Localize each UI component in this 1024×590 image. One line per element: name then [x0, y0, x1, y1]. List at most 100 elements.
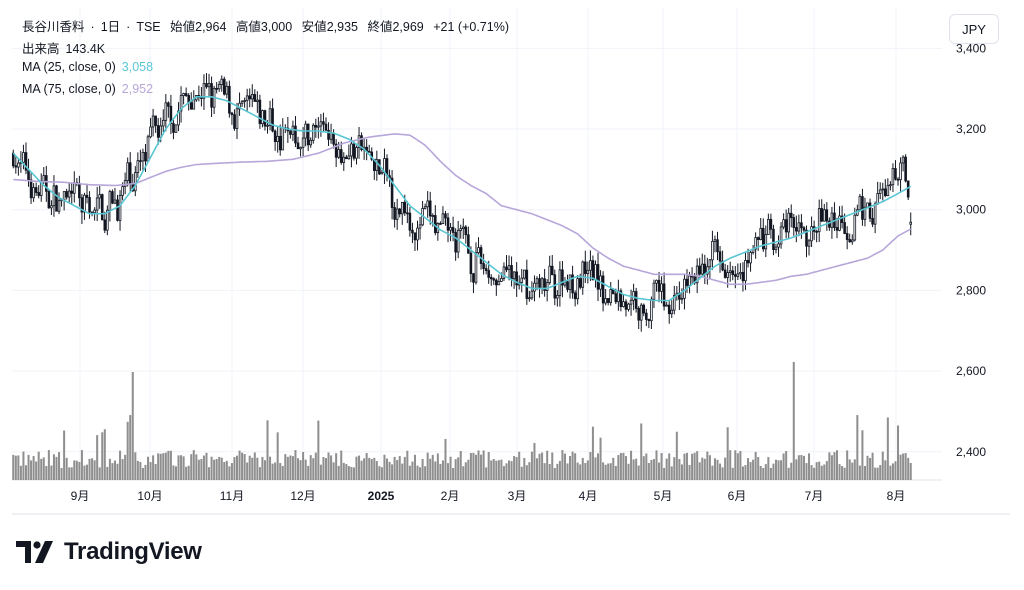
volume-bar — [441, 460, 444, 480]
candle-body — [853, 214, 857, 241]
volume-bar — [406, 450, 409, 480]
volume-bar — [218, 456, 221, 480]
volume-bar — [607, 463, 610, 480]
volume-bar — [215, 459, 218, 480]
volume-bar — [830, 455, 833, 480]
candle-body — [535, 278, 539, 284]
volume-bar — [551, 452, 554, 480]
volume-bar — [683, 453, 686, 480]
x-tick-label: 9月 — [71, 489, 90, 503]
brand[interactable]: TradingView — [16, 538, 202, 566]
candle-body — [670, 309, 674, 315]
x-tick-label: 10月 — [137, 489, 162, 503]
exchange: TSE — [136, 20, 161, 34]
candle-body — [85, 194, 89, 198]
candle-body — [250, 94, 254, 100]
candle-body — [329, 132, 333, 140]
volume-bar — [612, 457, 615, 480]
volume-bar — [439, 463, 442, 480]
candle-body — [736, 273, 740, 277]
candle-body — [314, 124, 318, 128]
candle-body — [200, 97, 203, 99]
candle-body — [683, 278, 686, 299]
volume-bar — [154, 463, 157, 480]
volume-bar — [764, 464, 767, 480]
candle-body — [24, 152, 28, 171]
candle-body — [202, 83, 206, 99]
candle-body — [873, 203, 877, 225]
volume-bar — [368, 457, 371, 480]
volume-bar — [668, 453, 671, 480]
volume-bar — [350, 466, 353, 480]
x-tick-label: 12月 — [290, 489, 315, 503]
volume-bar — [93, 460, 96, 480]
candle-body — [98, 194, 102, 199]
candle-body — [830, 212, 834, 228]
candle-body — [108, 191, 112, 211]
candle-body — [543, 278, 546, 291]
candle-body — [777, 243, 780, 248]
currency-button[interactable]: JPY — [949, 14, 999, 44]
volume-label: 出来高 — [22, 42, 60, 56]
volume-bar — [510, 461, 513, 480]
ohlc-legend: 長谷川香料 · 1日 · TSE 始値2,964 高値3,000 安値2,935 終値2… — [22, 20, 509, 34]
volume-bar — [828, 452, 831, 480]
candle-body — [688, 275, 691, 286]
candle-body — [746, 259, 750, 264]
candle-body — [184, 93, 188, 96]
candle-body — [367, 150, 371, 153]
candle-body — [843, 222, 846, 234]
volume-bar — [513, 456, 516, 480]
volume-bar — [838, 464, 841, 480]
candle-body — [550, 265, 554, 276]
volume-bar — [846, 450, 849, 480]
candle-body — [121, 186, 124, 196]
currency-label: JPY — [962, 21, 986, 37]
candle-body — [248, 95, 252, 100]
candle-body — [716, 239, 719, 253]
volume-bar — [355, 456, 358, 480]
candle-body — [464, 226, 468, 236]
candle-body — [83, 194, 86, 213]
candle-body — [62, 191, 66, 201]
volume-bar — [866, 455, 869, 480]
volume-bar — [55, 456, 58, 480]
volume-bar — [541, 452, 544, 480]
candle-body — [657, 279, 661, 292]
volume-bar — [678, 459, 681, 480]
volume-bar — [708, 455, 711, 480]
candle-body — [205, 83, 208, 88]
volume-bar — [80, 450, 83, 480]
candle-body — [502, 266, 506, 279]
candle-body — [93, 209, 96, 214]
candle-body — [256, 99, 259, 102]
volume-bar — [88, 458, 91, 480]
chart-grid — [12, 8, 1010, 515]
ma75-value: 2,952 — [121, 82, 154, 96]
candle-body — [334, 143, 338, 158]
candle-body — [863, 206, 867, 220]
volume-bar — [820, 465, 823, 480]
volume-bar — [609, 463, 612, 480]
volume-bar — [314, 452, 317, 480]
candle-body — [734, 274, 737, 277]
candle-body — [164, 102, 168, 121]
volume-bar — [663, 467, 666, 480]
candle-body — [489, 276, 493, 280]
volume-bar — [139, 461, 142, 480]
volume-bar — [543, 463, 546, 480]
volume-bar — [805, 463, 808, 480]
candle-body — [398, 208, 402, 215]
candle-body — [484, 268, 488, 271]
volume-bar — [393, 456, 396, 480]
candle-body — [571, 274, 574, 294]
volume-bar — [401, 463, 404, 480]
y-tick-label: 3,000 — [956, 203, 986, 217]
candle-body — [909, 221, 913, 225]
volume-bar — [78, 461, 81, 480]
candle-body — [789, 212, 793, 219]
candle-body — [134, 172, 137, 192]
candle-body — [418, 224, 422, 229]
candle-body — [822, 209, 826, 222]
